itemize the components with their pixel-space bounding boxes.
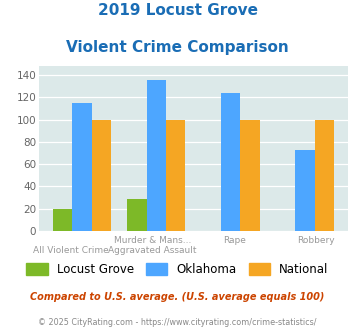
Bar [147, 81, 166, 231]
Bar [92, 119, 111, 231]
Text: All Violent Crime: All Violent Crime [33, 246, 109, 255]
Text: Robbery: Robbery [297, 236, 335, 245]
Bar [315, 119, 334, 231]
Bar [72, 103, 92, 231]
Bar [295, 149, 315, 231]
Bar [127, 199, 147, 231]
Text: Violent Crime Comparison: Violent Crime Comparison [66, 40, 289, 54]
Bar [221, 93, 240, 231]
Bar [166, 119, 185, 231]
Text: Compared to U.S. average. (U.S. average equals 100): Compared to U.S. average. (U.S. average … [30, 292, 325, 302]
Bar [53, 209, 72, 231]
Text: Murder & Mans...: Murder & Mans... [114, 236, 191, 245]
Text: Rape: Rape [223, 236, 246, 245]
Text: 2019 Locust Grove: 2019 Locust Grove [98, 3, 257, 18]
Text: Aggravated Assault: Aggravated Assault [108, 246, 197, 255]
Text: © 2025 CityRating.com - https://www.cityrating.com/crime-statistics/: © 2025 CityRating.com - https://www.city… [38, 318, 317, 327]
Legend: Locust Grove, Oklahoma, National: Locust Grove, Oklahoma, National [22, 258, 333, 281]
Bar [240, 119, 260, 231]
